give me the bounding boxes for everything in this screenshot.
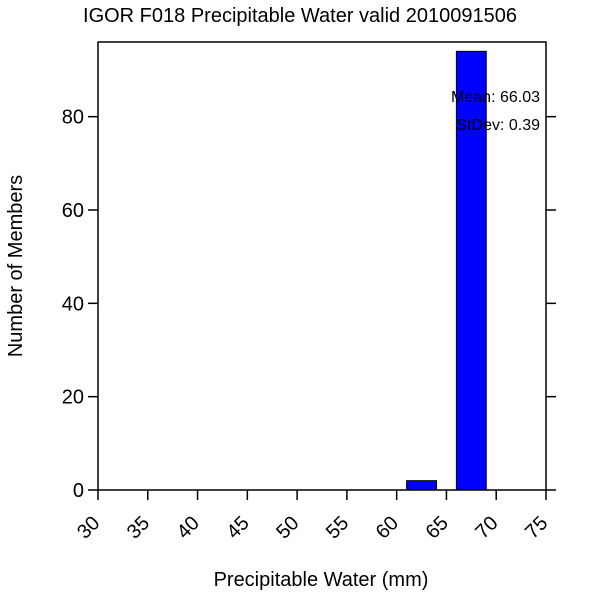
x-axis: 30 35 40 45 50 55 60 65 70 75	[73, 490, 552, 543]
x-tick-label: 35	[123, 512, 154, 543]
x-tick-label: 65	[422, 512, 453, 543]
mean-annotation: Mean: 66.03	[451, 89, 540, 106]
y-axis-label: Number of Members	[5, 175, 27, 357]
x-tick-label: 75	[521, 512, 552, 543]
x-axis-label: Precipitable Water (mm)	[214, 569, 429, 591]
y-tick-label: 60	[62, 200, 84, 222]
histogram-bar-0	[406, 480, 437, 491]
bars-group	[406, 50, 487, 491]
y-tick-label: 80	[62, 107, 84, 129]
y-axis: 0 20 40 60 80	[62, 107, 556, 502]
y-tick-label: 40	[62, 293, 84, 315]
annotation-group: Mean: 66.03 StDev: 0.39	[451, 89, 540, 134]
chart-title: IGOR F018 Precipitable Water valid 20100…	[83, 5, 517, 27]
x-tick-label: 30	[73, 512, 104, 543]
y-tick-label: 20	[62, 387, 84, 409]
y-tick-label: 0	[73, 480, 84, 502]
x-tick-label: 40	[173, 512, 204, 543]
plot-frame	[97, 41, 547, 491]
stdev-annotation: StDev: 0.39	[456, 117, 540, 134]
x-tick-label: 45	[222, 512, 253, 543]
x-tick-label: 55	[322, 512, 353, 543]
x-tick-label: 70	[471, 512, 502, 543]
x-tick-label: 50	[272, 512, 303, 543]
x-tick-label: 60	[372, 512, 403, 543]
histogram-bar-1	[455, 50, 487, 491]
